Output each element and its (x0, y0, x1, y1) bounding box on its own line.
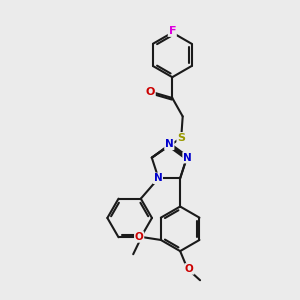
Text: O: O (135, 232, 143, 242)
Text: N: N (165, 140, 174, 149)
Text: S: S (177, 133, 185, 143)
Text: N: N (154, 173, 162, 183)
Text: O: O (146, 87, 155, 97)
Text: O: O (185, 264, 194, 274)
Text: N: N (183, 153, 192, 163)
Text: F: F (169, 26, 176, 36)
